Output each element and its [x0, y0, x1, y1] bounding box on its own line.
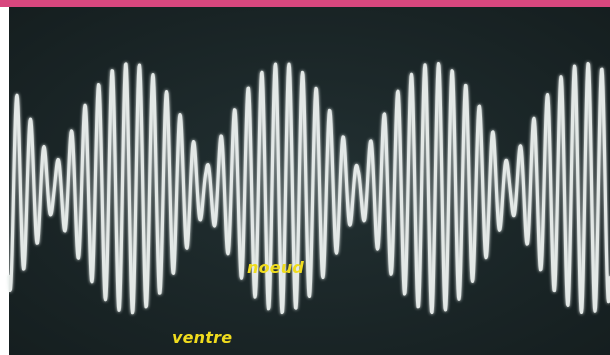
beat-waveform-trace: [7, 62, 610, 315]
node-label: noeud: [247, 258, 305, 277]
screen-background: [9, 7, 610, 355]
top-border-strip: [0, 0, 610, 7]
antinode-label: ventre: [172, 328, 233, 347]
